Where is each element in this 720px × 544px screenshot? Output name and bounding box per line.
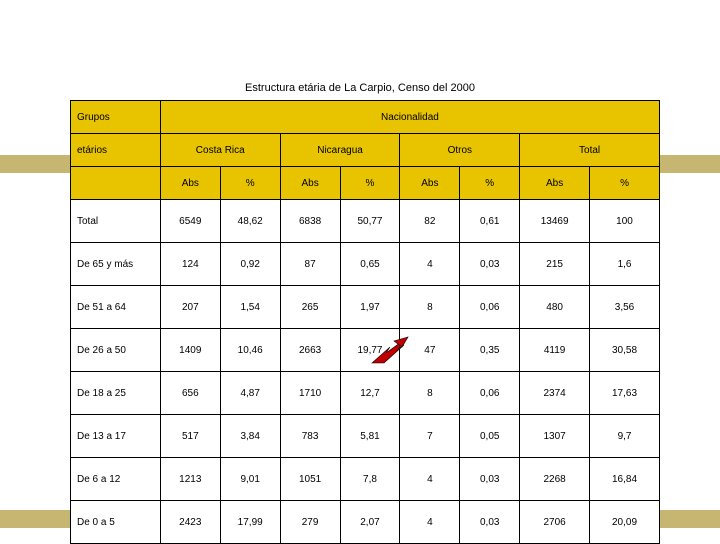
cell-tot-abs: 2268 [520, 458, 590, 501]
header-abs: Abs [160, 167, 220, 200]
cell-cr-abs: 656 [160, 372, 220, 415]
cell-ni-abs: 1710 [280, 372, 340, 415]
cell-ni-abs: 279 [280, 501, 340, 544]
table-row: De 18 a 256564,87171012,780,06237417,63 [71, 372, 660, 415]
cell-tot-abs: 215 [520, 243, 590, 286]
row-label: De 65 y más [71, 243, 161, 286]
row-label: De 6 a 12 [71, 458, 161, 501]
row-label: Total [71, 200, 161, 243]
cell-cr-pct: 3,84 [220, 415, 280, 458]
header-abs: Abs [400, 167, 460, 200]
header-etarios: etários [71, 134, 161, 167]
row-label: De 0 a 5 [71, 501, 161, 544]
header-nacionalidad: Nacionalidad [160, 101, 659, 134]
row-label: De 13 a 17 [71, 415, 161, 458]
header-pct: % [590, 167, 660, 200]
cell-ot-abs: 4 [400, 458, 460, 501]
cell-ot-abs: 4 [400, 243, 460, 286]
table-row: De 6 a 1212139,0110517,840,03226816,84 [71, 458, 660, 501]
cell-tot-abs: 2374 [520, 372, 590, 415]
header-costa-rica: Costa Rica [160, 134, 280, 167]
cell-tot-pct: 20,09 [590, 501, 660, 544]
cell-cr-pct: 4,87 [220, 372, 280, 415]
cell-cr-abs: 207 [160, 286, 220, 329]
census-table: Grupos Nacionalidad etários Costa Rica N… [70, 100, 660, 544]
cell-cr-abs: 124 [160, 243, 220, 286]
cell-tot-pct: 3,56 [590, 286, 660, 329]
cell-cr-abs: 1409 [160, 329, 220, 372]
header-abs: Abs [520, 167, 590, 200]
cell-ni-abs: 2663 [280, 329, 340, 372]
row-label: De 51 a 64 [71, 286, 161, 329]
header-total: Total [520, 134, 660, 167]
cell-tot-abs: 480 [520, 286, 590, 329]
cell-cr-abs: 1213 [160, 458, 220, 501]
cell-ni-pct: 19,77 [340, 329, 400, 372]
cell-cr-pct: 9,01 [220, 458, 280, 501]
cell-ni-pct: 2,07 [340, 501, 400, 544]
cell-cr-pct: 17,99 [220, 501, 280, 544]
cell-ot-abs: 82 [400, 200, 460, 243]
cell-ot-abs: 4 [400, 501, 460, 544]
cell-tot-pct: 9,7 [590, 415, 660, 458]
table-row: De 65 y más1240,92870,6540,032151,6 [71, 243, 660, 286]
cell-tot-pct: 17,63 [590, 372, 660, 415]
header-blank [71, 167, 161, 200]
cell-ni-abs: 87 [280, 243, 340, 286]
cell-ni-abs: 265 [280, 286, 340, 329]
cell-tot-abs: 2706 [520, 501, 590, 544]
cell-ni-pct: 0,65 [340, 243, 400, 286]
table-row: De 13 a 175173,847835,8170,0513079,7 [71, 415, 660, 458]
row-label: De 26 a 50 [71, 329, 161, 372]
table-row: De 26 a 50140910,46266319,77470,35411930… [71, 329, 660, 372]
cell-ni-pct: 7,8 [340, 458, 400, 501]
cell-ot-pct: 0,03 [460, 243, 520, 286]
header-pct: % [220, 167, 280, 200]
cell-ot-pct: 0,35 [460, 329, 520, 372]
header-grupos: Grupos [71, 101, 161, 134]
header-abs: Abs [280, 167, 340, 200]
cell-ni-pct: 50,77 [340, 200, 400, 243]
cell-ot-pct: 0,06 [460, 286, 520, 329]
table-row: Total654948,62683850,77820,6113469100 [71, 200, 660, 243]
header-otros: Otros [400, 134, 520, 167]
cell-ni-pct: 1,97 [340, 286, 400, 329]
cell-ot-pct: 0,03 [460, 458, 520, 501]
cell-ni-abs: 6838 [280, 200, 340, 243]
cell-ot-abs: 47 [400, 329, 460, 372]
cell-cr-abs: 2423 [160, 501, 220, 544]
cell-ot-pct: 0,03 [460, 501, 520, 544]
cell-cr-abs: 6549 [160, 200, 220, 243]
cell-ni-pct: 5,81 [340, 415, 400, 458]
cell-cr-pct: 1,54 [220, 286, 280, 329]
table-row: De 51 a 642071,542651,9780,064803,56 [71, 286, 660, 329]
cell-ni-abs: 783 [280, 415, 340, 458]
cell-ot-pct: 0,61 [460, 200, 520, 243]
table-row: De 0 a 5242317,992792,0740,03270620,09 [71, 501, 660, 544]
row-label: De 18 a 25 [71, 372, 161, 415]
cell-ot-abs: 7 [400, 415, 460, 458]
cell-cr-abs: 517 [160, 415, 220, 458]
cell-cr-pct: 0,92 [220, 243, 280, 286]
cell-tot-pct: 1,6 [590, 243, 660, 286]
cell-ot-pct: 0,06 [460, 372, 520, 415]
header-pct: % [460, 167, 520, 200]
header-pct: % [340, 167, 400, 200]
cell-ni-abs: 1051 [280, 458, 340, 501]
cell-tot-abs: 1307 [520, 415, 590, 458]
cell-tot-pct: 100 [590, 200, 660, 243]
cell-tot-abs: 4119 [520, 329, 590, 372]
cell-tot-pct: 16,84 [590, 458, 660, 501]
cell-ot-abs: 8 [400, 286, 460, 329]
cell-cr-pct: 10,46 [220, 329, 280, 372]
cell-ot-pct: 0,05 [460, 415, 520, 458]
cell-tot-pct: 30,58 [590, 329, 660, 372]
cell-ni-pct: 12,7 [340, 372, 400, 415]
cell-cr-pct: 48,62 [220, 200, 280, 243]
table-title: Estructura etária de La Carpio, Censo de… [0, 82, 720, 94]
cell-tot-abs: 13469 [520, 200, 590, 243]
cell-ot-abs: 8 [400, 372, 460, 415]
header-nicaragua: Nicaragua [280, 134, 400, 167]
